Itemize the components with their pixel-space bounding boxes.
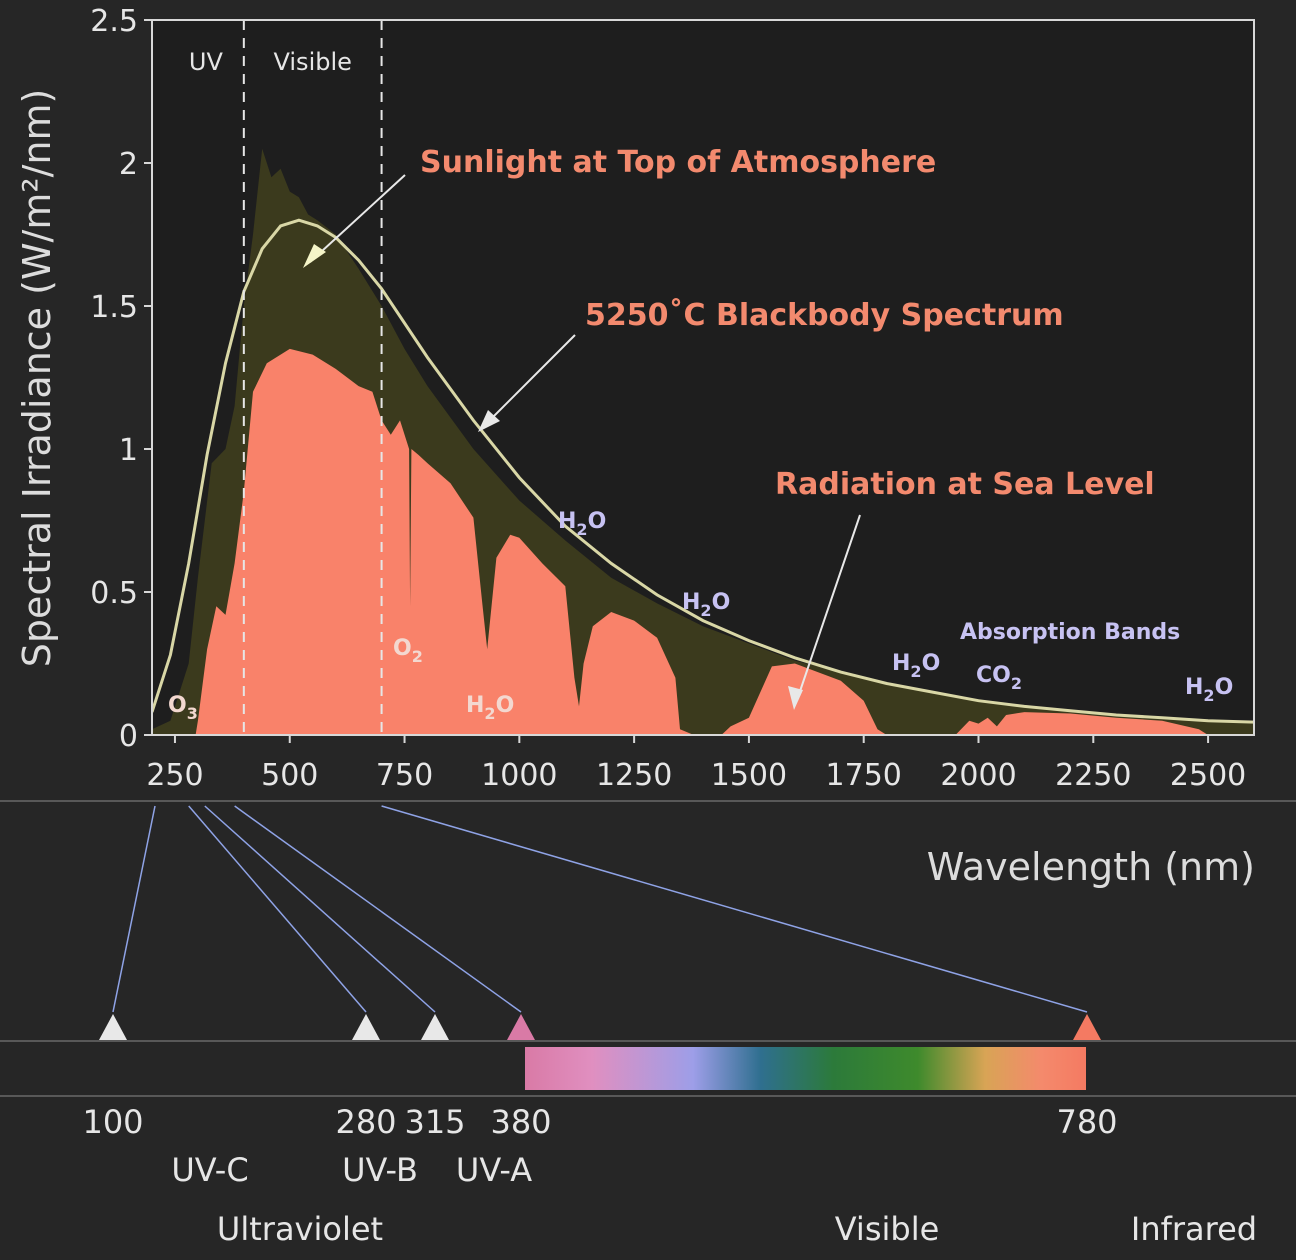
absorption-band-labels: O3 O2 H2O H2O H2O H2O CO2 H2O xyxy=(168,509,1233,723)
uva-label: UV-A xyxy=(456,1151,532,1189)
infrared-label: Infrared xyxy=(1131,1210,1257,1248)
visible-color-band xyxy=(525,1047,1086,1090)
y-tick-label: 2 xyxy=(119,147,138,182)
plot-area: UV Visible xyxy=(151,19,1255,736)
region-boundaries: UV Visible xyxy=(189,20,383,735)
absorption-band-label: H2O xyxy=(682,590,730,620)
scale-mapping-line xyxy=(204,805,436,1013)
x-axis-ticks: 250 500 750 1000 1250 1500 1750 2000 2250 2500 xyxy=(146,735,1246,793)
scale-mapping-line xyxy=(381,805,1088,1013)
x-tick-label: 1500 xyxy=(711,758,787,793)
y-axis-title: Spectral Irradiance (W/m²/nm) xyxy=(15,89,59,668)
scale-marker-triangle xyxy=(421,1014,449,1040)
y-tick-label: 0 xyxy=(119,719,138,754)
sea-level-arrowhead xyxy=(788,686,803,710)
blackbody-arrowhead xyxy=(478,410,500,432)
wavelength-scale: 100 280 315 380 780 xyxy=(82,805,1118,1141)
scale-marker-label: 380 xyxy=(490,1103,551,1141)
x-tick-label: 750 xyxy=(376,758,433,793)
y-tick-label: 2.5 xyxy=(90,4,138,39)
scale-marker-label: 780 xyxy=(1056,1103,1117,1141)
absorption-band-label: O3 xyxy=(168,693,198,723)
x-tick-label: 2000 xyxy=(940,758,1016,793)
scale-marker-triangle xyxy=(99,1014,127,1040)
x-tick-label: 1250 xyxy=(596,758,672,793)
absorption-bands-label: Absorption Bands xyxy=(960,620,1180,645)
absorption-band-label: H2O xyxy=(1185,675,1233,705)
uvc-label: UV-C xyxy=(171,1151,248,1189)
x-tick-label: 1750 xyxy=(826,758,902,793)
scale-marker-triangle xyxy=(352,1014,380,1040)
y-tick-label: 1 xyxy=(119,433,138,468)
plot-frame-outline xyxy=(151,19,1255,736)
absorption-band-label: H2O xyxy=(892,651,940,681)
scale-mapping-line xyxy=(234,805,522,1013)
sea-level-annotation: Radiation at Sea Level xyxy=(775,467,1155,502)
ultraviolet-label: Ultraviolet xyxy=(217,1210,383,1248)
x-tick-label: 2500 xyxy=(1170,758,1246,793)
blackbody-annotation: 5250˚C Blackbody Spectrum xyxy=(585,297,1064,333)
series-line-blackbody xyxy=(152,218,1254,724)
absorption-band-label: CO2 xyxy=(976,663,1022,693)
sea-level-arrow xyxy=(796,514,861,701)
absorption-band-label: H2O xyxy=(558,509,606,539)
sunlight-arrow xyxy=(309,174,406,263)
scale-marker-label: 280 xyxy=(335,1103,396,1141)
scale-marker-triangle xyxy=(507,1014,535,1040)
absorption-band-label: O2 xyxy=(393,636,423,666)
scale-marker-label: 315 xyxy=(404,1103,465,1141)
scale-marker-label: 100 xyxy=(82,1103,143,1141)
y-tick-label: 1.5 xyxy=(90,290,138,325)
absorption-band-label: H2O xyxy=(466,693,514,723)
x-tick-label: 1000 xyxy=(481,758,557,793)
sunlight-annotation: Sunlight at Top of Atmosphere xyxy=(420,145,936,180)
series-area-sea-level xyxy=(152,348,1254,735)
uvb-label: UV-B xyxy=(342,1151,418,1189)
x-tick-label: 2250 xyxy=(1055,758,1131,793)
x-tick-label: 500 xyxy=(261,758,318,793)
y-tick-label: 0.5 xyxy=(90,576,138,611)
scale-mapping-line xyxy=(112,805,156,1013)
sunlight-arrowhead xyxy=(303,244,326,268)
region-label: Visible xyxy=(274,48,352,76)
x-tick-label: 250 xyxy=(146,758,203,793)
blackbody-arrow xyxy=(484,334,576,426)
x-axis-title: Wavelength (nm) xyxy=(927,845,1255,889)
y-axis-ticks: 0 0.5 1 1.5 2 2.5 xyxy=(90,4,152,754)
series-layer xyxy=(152,148,1254,735)
scale-marker-triangle xyxy=(1073,1014,1101,1040)
scale-mapping-line xyxy=(188,805,367,1013)
region-label: UV xyxy=(189,48,224,76)
visible-label: Visible xyxy=(835,1210,940,1248)
